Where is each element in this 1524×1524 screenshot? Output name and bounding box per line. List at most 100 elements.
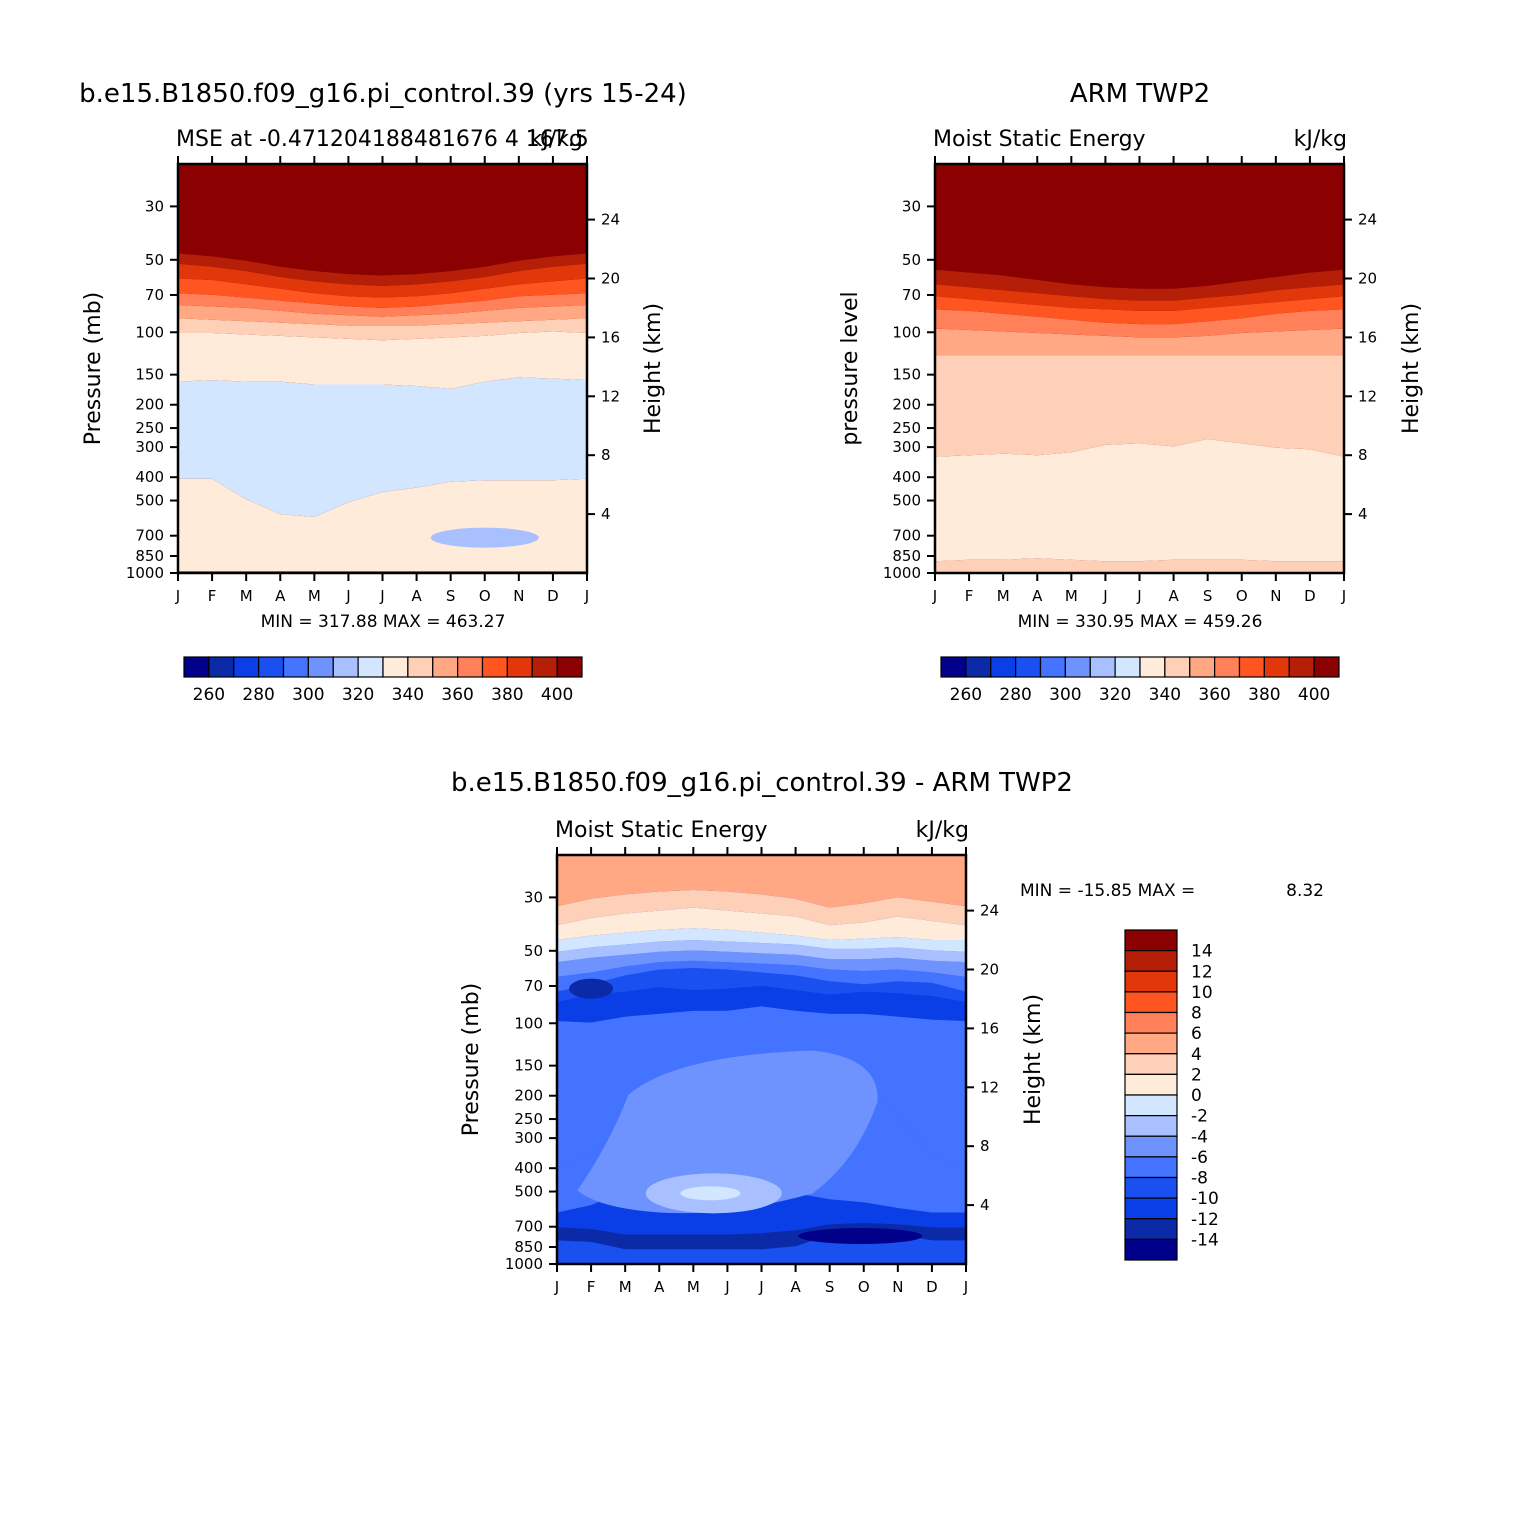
- band-upper-p6: [557, 855, 966, 908]
- colorbar-swatch: [1124, 1218, 1178, 1240]
- colorbar-swatch: [1124, 1135, 1178, 1158]
- contour-field: [178, 164, 587, 573]
- colorbar-swatch: [1189, 656, 1216, 678]
- month-tick-label: M: [687, 1278, 700, 1296]
- height-tick-label: 24: [980, 902, 999, 920]
- height-tick-label: 8: [601, 446, 611, 464]
- month-tick-label: J: [1341, 587, 1346, 605]
- month-tick-label: J: [379, 587, 384, 605]
- colorbar-swatch: [357, 656, 384, 678]
- colorbar-label: 320: [342, 685, 374, 705]
- month-tick-label: A: [790, 1278, 801, 1296]
- colorbar-swatch: [1124, 1115, 1178, 1137]
- pressure-tick-label: 70: [145, 286, 164, 304]
- min-max-stats: MIN = 317.88 MAX = 463.27: [261, 612, 506, 632]
- month-tick-label: A: [411, 587, 422, 605]
- colorbar-swatch: [1124, 1053, 1178, 1075]
- y2-axis-label: Height (km): [1021, 994, 1046, 1125]
- pressure-tick-label: 400: [514, 1159, 543, 1177]
- colorbar-swatch: [432, 656, 459, 678]
- colorbar-label: 2: [1191, 1065, 1202, 1085]
- height-tick-label: 24: [1358, 211, 1377, 229]
- height-tick-label: 12: [980, 1078, 999, 1096]
- month-tick-label: J: [175, 587, 180, 605]
- band-370-380: [935, 309, 1344, 338]
- month-tick-label: F: [208, 587, 217, 605]
- colorbar-swatch: [531, 656, 558, 678]
- pressure-tick-label: 850: [135, 547, 164, 565]
- colorbar-swatch: [382, 656, 409, 678]
- pressure-tick-label: 1000: [505, 1255, 543, 1273]
- month-tick-label: J: [724, 1278, 729, 1296]
- colorbar-label: 340: [1149, 685, 1181, 705]
- colorbar-label: 12: [1191, 962, 1213, 982]
- pressure-tick-label: 400: [892, 468, 921, 486]
- height-tick-label: 12: [1358, 387, 1377, 405]
- height-tick-label: 12: [601, 387, 620, 405]
- colorbar-label: 260: [193, 685, 225, 705]
- colorbar: 260 280 300 320 340 360 380 400: [183, 656, 583, 705]
- left-subtitle: MSE at -0.471204188481676 4 167.5: [176, 127, 589, 152]
- colorbar-swatch: [481, 656, 508, 678]
- month-tick-label: D: [926, 1278, 938, 1296]
- pressure-tick-label: 50: [902, 251, 921, 269]
- colorbar-label: 400: [541, 685, 573, 705]
- band-400-410: [935, 269, 1344, 301]
- chart-title: b.e15.B1850.f09_g16.pi_control.39 (yrs 1…: [79, 79, 687, 109]
- month-tick-label: J: [1136, 587, 1141, 605]
- pressure-tick-label: 250: [892, 419, 921, 437]
- band-390-400: [178, 263, 587, 298]
- month-tick-label: M: [240, 587, 253, 605]
- pressure-tick-label: 150: [892, 366, 921, 384]
- colorbar-swatch: [1124, 1073, 1178, 1096]
- colorbar-swatch: [1124, 1011, 1178, 1034]
- chart-title: ARM TWP2: [1070, 79, 1210, 109]
- pressure-tick-label: 250: [135, 419, 164, 437]
- contour-field: [557, 855, 966, 1264]
- month-tick-label: N: [513, 587, 524, 605]
- chart-title: b.e15.B1850.f09_g16.pi_control.39 - ARM …: [451, 768, 1073, 798]
- y-axis-label: Pressure (mb): [459, 983, 484, 1137]
- colorbar-label: -2: [1191, 1107, 1208, 1127]
- colorbar-label: 6: [1191, 1024, 1202, 1044]
- panel-3: 3050701001502002503004005007008501000242…: [451, 768, 1324, 1296]
- pressure-tick-label: 70: [524, 977, 543, 995]
- band-mid-peak: [680, 1186, 741, 1201]
- colorbar-swatch: [1124, 1176, 1178, 1199]
- month-tick-label: N: [1270, 587, 1281, 605]
- month-tick-label: A: [1168, 587, 1179, 605]
- colorbar-swatch: [332, 656, 359, 678]
- colorbar-label: 360: [441, 685, 473, 705]
- colorbar-swatch: [1288, 656, 1315, 678]
- colorbar-label: -4: [1191, 1127, 1208, 1147]
- month-tick-label: O: [1236, 587, 1248, 605]
- colorbar-swatch: [1089, 656, 1116, 678]
- pressure-tick-label: 250: [514, 1110, 543, 1128]
- month-tick-label: M: [619, 1278, 632, 1296]
- band-upper-10: [557, 985, 966, 1023]
- month-tick-label: J: [963, 1278, 968, 1296]
- min-max-stats: MIN = 330.95 MAX = 459.26: [1018, 612, 1263, 632]
- pressure-tick-label: 100: [135, 323, 164, 341]
- height-tick-label: 8: [1358, 446, 1368, 464]
- colorbar-swatch: [940, 656, 967, 678]
- colorbar-swatch: [1238, 656, 1265, 678]
- left-subtitle: Moist Static Energy: [933, 127, 1146, 152]
- band-upper-6: [557, 960, 966, 992]
- band-surface: [178, 478, 587, 573]
- band-390-400: [935, 284, 1344, 311]
- colorbar-label: 4: [1191, 1045, 1202, 1065]
- pressure-tick-label: 700: [892, 527, 921, 545]
- month-tick-label: D: [547, 587, 559, 605]
- colorbar-swatch: [1139, 656, 1166, 678]
- colorbar-swatch: [1124, 1032, 1178, 1055]
- month-tick-label: O: [479, 587, 491, 605]
- colorbar-swatch: [1064, 656, 1091, 678]
- contour-field: [935, 164, 1344, 573]
- colorbar-label: 260: [950, 685, 982, 705]
- month-tick-label: A: [275, 587, 286, 605]
- colorbar-swatch: [1124, 970, 1178, 993]
- pressure-tick-label: 850: [892, 547, 921, 565]
